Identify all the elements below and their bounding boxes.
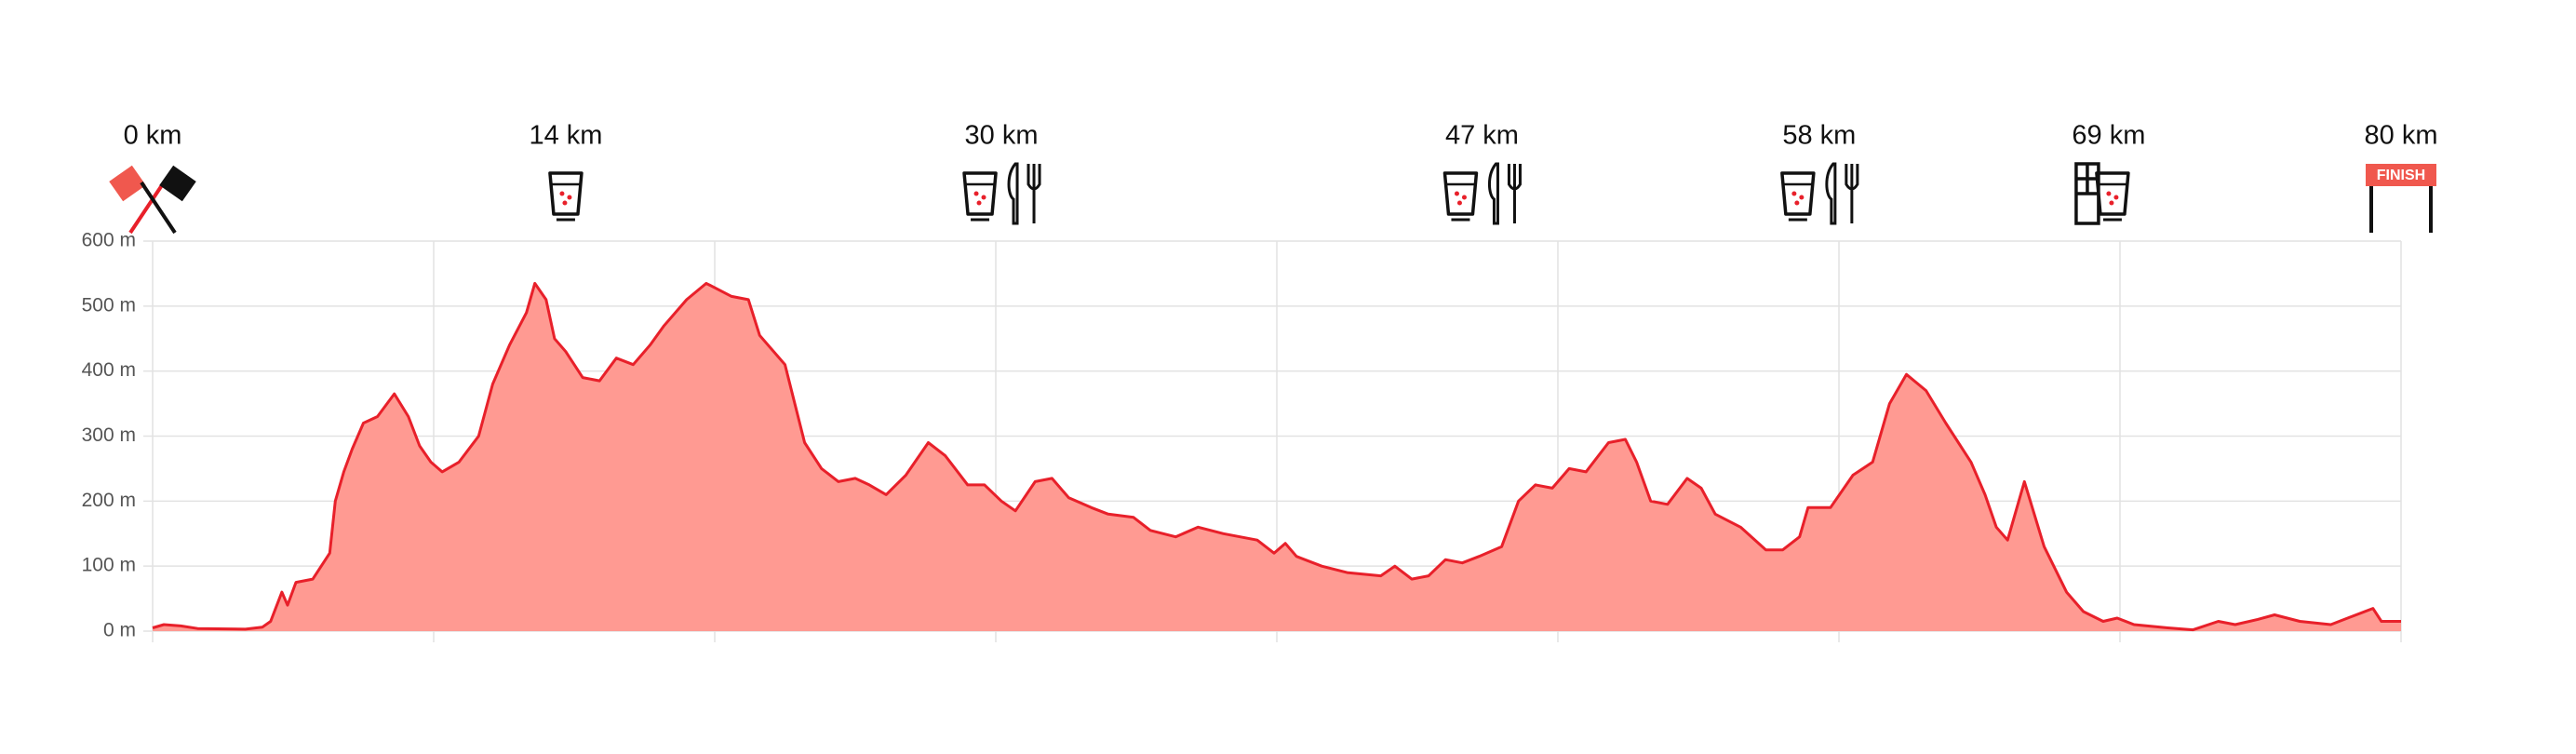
flag-pole [140, 181, 177, 235]
elevation-line [152, 281, 2401, 632]
bubble [976, 200, 982, 206]
checkpoint-label: 47 km [1445, 121, 1519, 151]
bubble [1799, 195, 1805, 200]
y-tick-label: 300 m [82, 424, 136, 446]
bubble [2113, 195, 2119, 200]
bubble [981, 195, 986, 200]
checkpoint-label: 30 km [965, 121, 1039, 151]
flag [159, 165, 196, 202]
flag [109, 165, 146, 202]
cup [962, 171, 998, 216]
knife [1825, 162, 1837, 225]
cup [2095, 171, 2130, 216]
bubble [562, 200, 568, 206]
checkpoint-icon [1825, 162, 1859, 225]
snack-box [2074, 162, 2100, 225]
bubble [1791, 191, 1797, 196]
checkpoint-icon [1780, 171, 1816, 222]
y-tick-label: 500 m [82, 294, 136, 316]
checkpoint-label: 80 km [2365, 121, 2438, 151]
checkpoint-icon [1442, 171, 1479, 222]
checkpoint-icon [2095, 171, 2130, 222]
y-tick-label: 0 m [103, 620, 136, 641]
knife [1487, 162, 1499, 225]
finish-banner [2366, 164, 2436, 186]
cup [548, 171, 584, 216]
y-tick-label: 100 m [82, 555, 136, 576]
elevation-area [153, 283, 2401, 631]
checkpoint-icon [2074, 162, 2100, 225]
flag-pole [128, 181, 166, 235]
checkpoint-label: 14 km [529, 121, 602, 151]
checkpoint-icon [109, 165, 196, 235]
cup [1442, 171, 1479, 216]
bubble [2109, 200, 2114, 206]
cup [1780, 171, 1816, 216]
knife [1007, 162, 1019, 225]
checkpoint-label: 0 km [124, 121, 182, 151]
finish-text: FINISH [2377, 168, 2425, 183]
fork [1845, 164, 1859, 223]
checkpoint-label: 58 km [1782, 121, 1856, 151]
fork [1026, 164, 1041, 223]
bubble [559, 191, 565, 196]
fork [1507, 164, 1522, 223]
checkpoint-icon [1007, 162, 1041, 225]
y-tick-label: 600 m [82, 230, 136, 251]
bubble [973, 191, 979, 196]
bubble [1461, 195, 1467, 200]
bubble [2106, 191, 2112, 196]
checkpoint-icon: FINISH [2366, 164, 2436, 233]
bubble [1794, 200, 1800, 206]
checkpoint-label: 69 km [2072, 121, 2145, 151]
y-tick-label: 200 m [82, 490, 136, 511]
checkpoint-icon [548, 171, 584, 222]
bubble [1454, 191, 1459, 196]
bubble [1456, 200, 1462, 206]
checkpoint-icon [962, 171, 998, 222]
y-tick-label: 400 m [82, 359, 136, 381]
checkpoint-icon [1487, 162, 1522, 225]
bubble [567, 195, 572, 200]
